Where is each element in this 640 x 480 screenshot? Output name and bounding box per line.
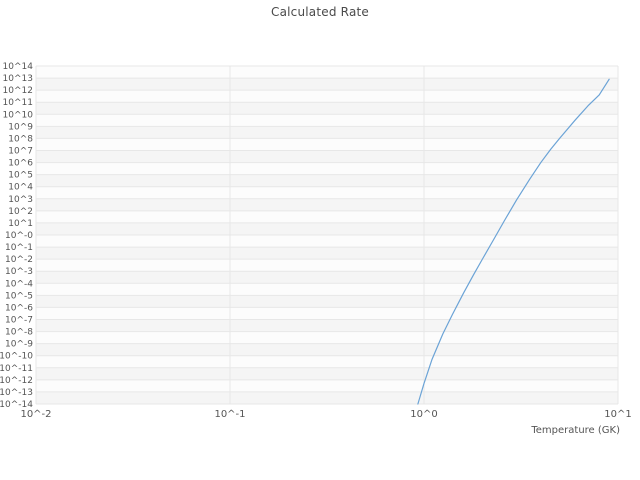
plot-band — [36, 331, 618, 344]
y-tick-label: 10^9 — [8, 122, 33, 132]
y-tick-label: 10^-10 — [0, 352, 33, 362]
y-tick-label: 10^-9 — [5, 340, 33, 350]
plot-band — [36, 307, 618, 320]
plot-band — [36, 198, 618, 211]
plot-band — [36, 174, 618, 187]
y-tick-label: 10^11 — [3, 98, 33, 108]
plot-band — [36, 319, 618, 332]
x-tick-label: 10^-2 — [20, 409, 51, 420]
y-tick-label: 10^-6 — [5, 303, 33, 313]
y-tick-label: 10^7 — [8, 147, 33, 157]
y-tick-label: 10^6 — [8, 159, 33, 169]
y-tick-label: 10^-13 — [0, 388, 33, 398]
x-axis-label: Temperature (GK) — [531, 425, 620, 436]
plot-band — [36, 235, 618, 248]
plot-band — [36, 259, 618, 272]
y-tick-label: 10^-14 — [0, 400, 33, 410]
y-tick-label: 10^-12 — [0, 376, 33, 386]
plot-band — [36, 367, 618, 380]
y-tick-label: 10^12 — [3, 86, 33, 96]
plot-band — [36, 126, 618, 139]
plot-band — [36, 102, 618, 115]
y-tick-label: 10^14 — [3, 62, 34, 72]
plot-band — [36, 222, 618, 235]
plot-band — [36, 138, 618, 151]
y-tick-label: 10^-1 — [5, 243, 33, 253]
plot-band — [36, 271, 618, 284]
y-tick-label: 10^5 — [8, 171, 33, 181]
y-tick-label: 10^-3 — [5, 267, 33, 277]
plot-band — [36, 355, 618, 368]
y-tick-label: 10^13 — [3, 74, 33, 84]
plot-band — [36, 379, 618, 392]
plot-band — [36, 210, 618, 223]
y-tick-label: 10^-5 — [5, 291, 33, 301]
plot-band — [36, 283, 618, 296]
y-tick-label: 10^-4 — [5, 279, 33, 289]
y-tick-label: 10^10 — [3, 110, 34, 120]
plot-band — [36, 150, 618, 163]
plot-band — [36, 162, 618, 175]
x-tick-label: 10^1 — [604, 409, 631, 420]
y-tick-label: 10^-0 — [5, 231, 33, 241]
y-tick-label: 10^-11 — [0, 364, 33, 374]
x-tick-label: 10^-1 — [214, 409, 245, 420]
y-tick-label: 10^1 — [8, 219, 33, 229]
x-tick-label: 10^0 — [410, 409, 437, 420]
y-tick-label: 10^3 — [8, 195, 33, 205]
plot-band — [36, 78, 618, 91]
plot-band — [36, 90, 618, 103]
y-tick-label: 10^2 — [8, 207, 33, 217]
plot-band — [36, 186, 618, 199]
plot-band — [36, 66, 618, 79]
rate-curve — [417, 78, 610, 405]
y-tick-label: 10^4 — [8, 183, 33, 193]
plot-band — [36, 247, 618, 260]
plot-band — [36, 343, 618, 356]
y-tick-label: 10^-2 — [5, 255, 33, 265]
plot-band — [36, 391, 618, 404]
chart-title: Calculated Rate — [271, 5, 369, 19]
plot-band — [36, 114, 618, 127]
y-tick-label: 10^-7 — [5, 316, 33, 326]
y-tick-label: 10^8 — [8, 134, 33, 144]
plot-band — [36, 295, 618, 308]
y-tick-label: 10^-8 — [5, 328, 33, 338]
